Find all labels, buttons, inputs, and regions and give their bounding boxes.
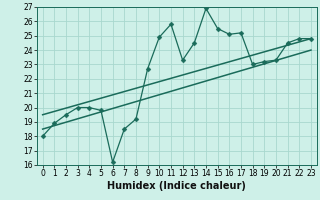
X-axis label: Humidex (Indice chaleur): Humidex (Indice chaleur) — [108, 181, 246, 191]
